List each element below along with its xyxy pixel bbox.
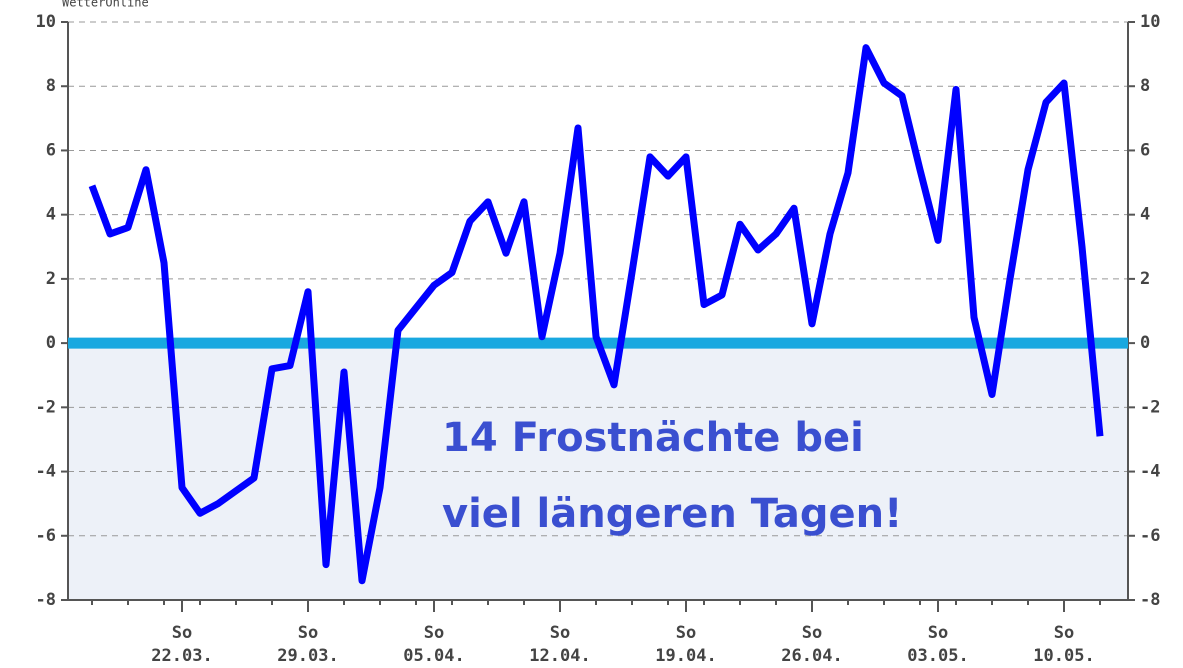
x-tick-label: 19.04. <box>655 646 716 666</box>
y-tick-label: -6 <box>36 526 56 546</box>
x-tick-weekday: So <box>550 623 570 643</box>
y-tick-label: 10 <box>36 12 56 32</box>
y-tick-label: 0 <box>1140 333 1150 353</box>
y-tick-label: -2 <box>36 397 56 417</box>
x-tick-weekday: So <box>802 623 822 643</box>
annotation: 14 Frostnächte bei <box>442 415 864 461</box>
x-tick-weekday: So <box>928 623 948 643</box>
y-tick-label: 4 <box>1140 205 1150 225</box>
x-tick-label: 22.03. <box>151 646 212 666</box>
y-tick-label: 8 <box>46 76 56 96</box>
y-tick-label: 6 <box>46 140 56 160</box>
x-tick-label: 26.04. <box>781 646 842 666</box>
x-tick-weekday: So <box>298 623 318 643</box>
x-tick-weekday: So <box>172 623 192 643</box>
y-tick-label: 2 <box>46 269 56 289</box>
y-tick-label: -2 <box>1140 397 1160 417</box>
y-tick-label: 2 <box>1140 269 1150 289</box>
y-tick-label: 0 <box>46 333 56 353</box>
x-tick-weekday: So <box>424 623 444 643</box>
line <box>88 44 1104 585</box>
annotation: viel längeren Tagen! <box>442 491 902 537</box>
x-tick-weekday: So <box>1054 623 1074 643</box>
y-tick-label: -6 <box>1140 526 1160 546</box>
x-tick-label: 10.05. <box>1033 646 1094 666</box>
x-tick-label: 05.04. <box>403 646 464 666</box>
x-tick-label: 03.05. <box>907 646 968 666</box>
y-tick-label: -8 <box>36 590 56 610</box>
x-tick-label: 29.03. <box>277 646 338 666</box>
y-tick-label: 6 <box>1140 140 1150 160</box>
x-tick-weekday: So <box>676 623 696 643</box>
y-tick-label: -4 <box>36 462 56 482</box>
source: WetterOnline <box>62 0 149 10</box>
y-tick-label: 8 <box>1140 76 1150 96</box>
y-tick-label: -8 <box>1140 590 1160 610</box>
y-tick-label: -4 <box>1140 462 1160 482</box>
x-tick-label: 12.04. <box>529 646 590 666</box>
y-tick-label: 4 <box>46 205 56 225</box>
y-tick-label: 10 <box>1140 12 1160 32</box>
